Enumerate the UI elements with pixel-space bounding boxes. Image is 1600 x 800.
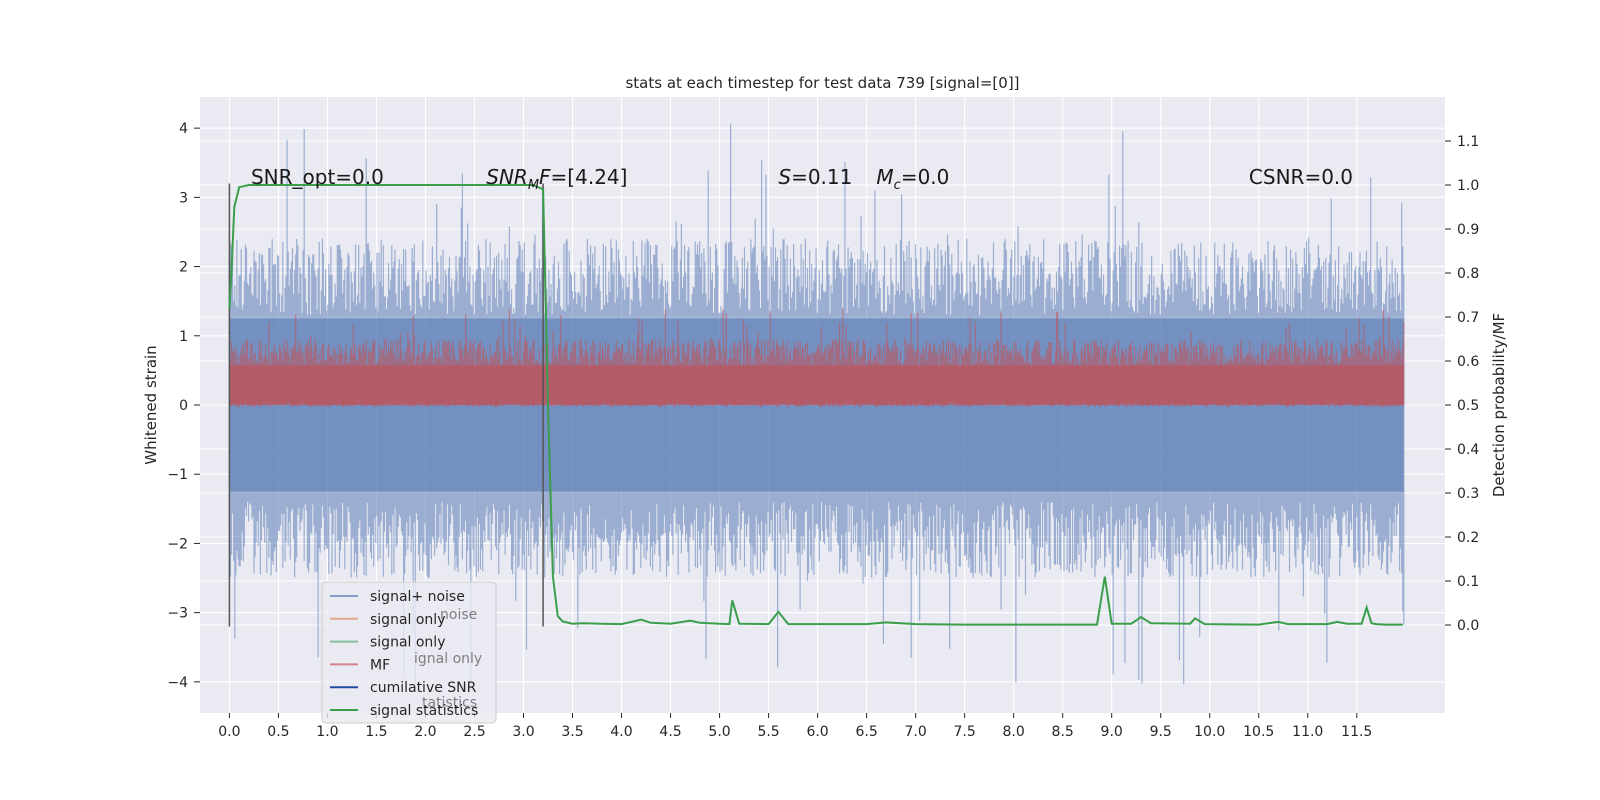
- x-tick-label: 4.5: [659, 724, 681, 740]
- x-tick-label: 4.0: [610, 724, 632, 740]
- x-tick-label: 1.5: [365, 724, 387, 740]
- y-tick-label: 4: [179, 121, 188, 137]
- x-tick-label: 9.5: [1150, 724, 1172, 740]
- x-tick-label: 11.0: [1292, 724, 1323, 740]
- y-tick-label: 1: [179, 329, 188, 345]
- legend-label: signal+ noise: [370, 589, 465, 605]
- y-right-tick-label: 0.7: [1457, 310, 1479, 326]
- x-tick-label: 6.5: [855, 724, 877, 740]
- annotation-mc-value: Mc=0.0: [876, 165, 949, 193]
- x-tick-label: 8.0: [1003, 724, 1025, 740]
- legend-overlap-text: noise: [440, 607, 477, 623]
- y-tick-label: −2: [167, 536, 188, 552]
- annotations: SNR_opt=0.0 SNRMF=[4.24] S=0.11 Mc=0.0 CSNR=…: [251, 165, 1353, 193]
- y-tick-label: 2: [179, 260, 188, 276]
- y-right-tick-label: 0.4: [1457, 442, 1479, 458]
- annotation-snr-mf: SNRMF=[4.24]: [486, 165, 627, 193]
- x-tick-label: 9.0: [1101, 724, 1123, 740]
- x-tick-label: 3.5: [561, 724, 583, 740]
- y-right-tick-label: 0.6: [1457, 354, 1479, 370]
- x-tick-label: 7.5: [954, 724, 976, 740]
- y-axis-title-right: Detection probability/MF: [1490, 313, 1508, 497]
- x-tick-label: 3.0: [512, 724, 534, 740]
- legend-overlap-text: ignal only: [414, 651, 482, 667]
- annotation-snr-opt: SNR_opt=0.0: [251, 165, 384, 189]
- x-tick-label: 2.0: [414, 724, 436, 740]
- x-tick-label: 5.5: [757, 724, 779, 740]
- y-tick-label: 0: [179, 398, 188, 414]
- y-right-tick-label: 1.1: [1457, 134, 1479, 150]
- x-tick-label: 11.5: [1341, 724, 1372, 740]
- y-right-tick-label: 0.8: [1457, 266, 1479, 282]
- x-tick-label: 6.0: [806, 724, 828, 740]
- y-tick-label: 3: [179, 190, 188, 206]
- y-right-tick-label: 0.9: [1457, 222, 1479, 238]
- y-right-tick-label: 1.0: [1457, 178, 1479, 194]
- x-tick-label: 10.5: [1243, 724, 1274, 740]
- y-right-tick-label: 0.2: [1457, 530, 1479, 546]
- legend-label: cumilative SNR: [370, 680, 477, 696]
- annotation-s-value: S=0.11: [778, 165, 852, 189]
- x-tick-label: 10.0: [1194, 724, 1225, 740]
- y-right-tick-label: 0.3: [1457, 486, 1479, 502]
- signal-statistics-line: [228, 184, 1403, 626]
- legend: noise ignal only tatistics signal+ noise sig…: [321, 581, 497, 724]
- y-right-tick-label: 0.5: [1457, 398, 1479, 414]
- axes: 0.0 0.5 1.0 1.5 2.0 2.5 3.0 3.5 4.0 4.5 5.0 5.5 6.0 6…: [167, 121, 1479, 740]
- x-tick-label: 0.5: [267, 724, 289, 740]
- annotation-csnr: CSNR=0.0: [1249, 165, 1353, 189]
- y-tick-label: −1: [167, 467, 188, 483]
- legend-box: [321, 581, 497, 724]
- data-layer: [228, 123, 1405, 689]
- legend-label: signal only: [370, 612, 445, 628]
- x-tick-label: 7.0: [904, 724, 926, 740]
- x-tick-label: 1.0: [316, 724, 338, 740]
- y-tick-label: −3: [167, 606, 188, 622]
- y-axis-title-left: Whitened strain: [142, 345, 160, 464]
- y-right-tick-label: 0.1: [1457, 574, 1479, 590]
- y-right-tick-label: 0.0: [1457, 618, 1479, 634]
- legend-label: signal only: [370, 635, 445, 651]
- legend-label: signal statistics: [370, 703, 478, 719]
- x-tick-label: 5.0: [708, 724, 730, 740]
- x-tick-label: 2.5: [463, 724, 485, 740]
- x-tick-label: 8.5: [1052, 724, 1074, 740]
- legend-label: MF: [370, 657, 390, 673]
- legend-overlap-text: tatistics: [422, 695, 477, 711]
- y-tick-label: −4: [167, 675, 188, 691]
- x-tick-label: 0.0: [218, 724, 240, 740]
- chart-title: stats at each timestep for test data 739…: [625, 74, 1019, 92]
